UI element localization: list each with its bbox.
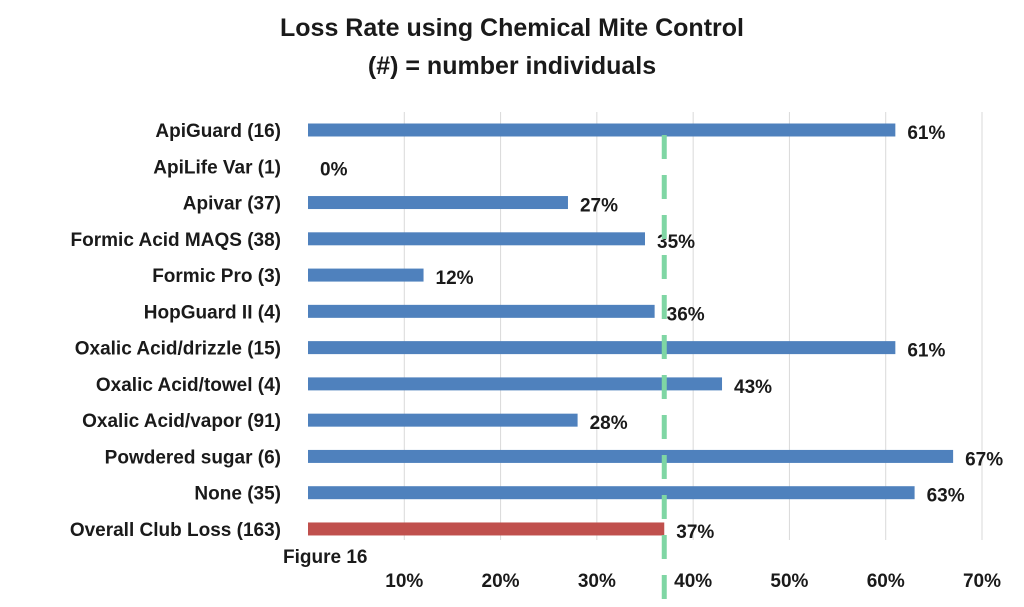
chart-title: Loss Rate using Chemical Mite Control — [280, 14, 744, 42]
data-label: 37% — [676, 522, 714, 543]
data-label: 43% — [734, 377, 772, 398]
category-label: None (35) — [194, 484, 281, 505]
category-label: ApiGuard (16) — [155, 121, 281, 142]
x-tick-label: 10% — [385, 571, 423, 592]
bar — [308, 413, 578, 427]
chart-subtitle: (#) = number individuals — [367, 52, 657, 80]
bar — [308, 123, 896, 137]
x-tick-label: 60% — [867, 571, 905, 592]
x-tick-label: 30% — [578, 571, 616, 592]
data-label: 63% — [927, 486, 965, 507]
category-label: Powdered sugar (6) — [105, 447, 281, 468]
x-tick-label: 20% — [482, 571, 520, 592]
category-label: Formic Pro (3) — [152, 266, 281, 287]
data-label: 36% — [667, 304, 705, 325]
data-label: 27% — [580, 196, 618, 217]
category-label: Formic Acid MAQS (38) — [71, 230, 281, 251]
data-label: 28% — [590, 413, 628, 434]
category-label: Oxalic Acid/vapor (91) — [82, 411, 281, 432]
data-label: 61% — [907, 123, 945, 144]
category-label: Oxalic Acid/drizzle (15) — [75, 339, 281, 360]
data-label: 67% — [965, 449, 1003, 470]
bar — [308, 268, 424, 282]
category-label: Overall Club Loss (163) — [70, 520, 281, 541]
bar — [308, 449, 954, 463]
data-label: 61% — [907, 341, 945, 362]
category-label: Apivar (37) — [183, 194, 281, 215]
x-tick-label: 50% — [770, 571, 808, 592]
bar — [308, 377, 723, 391]
bar — [308, 341, 896, 355]
bar — [308, 304, 655, 318]
bar — [308, 486, 915, 500]
x-tick-label: 40% — [674, 571, 712, 592]
bar — [308, 232, 645, 246]
figure-caption: Figure 16 — [283, 547, 374, 569]
bar — [308, 196, 568, 210]
bar — [308, 522, 665, 536]
data-label: 12% — [436, 268, 474, 289]
data-label: 0% — [320, 159, 348, 180]
category-label: Oxalic Acid/towel (4) — [96, 375, 281, 396]
x-tick-label: 70% — [963, 571, 1001, 592]
category-label: ApiLife Var (1) — [153, 157, 281, 178]
category-label: HopGuard II (4) — [144, 302, 281, 323]
